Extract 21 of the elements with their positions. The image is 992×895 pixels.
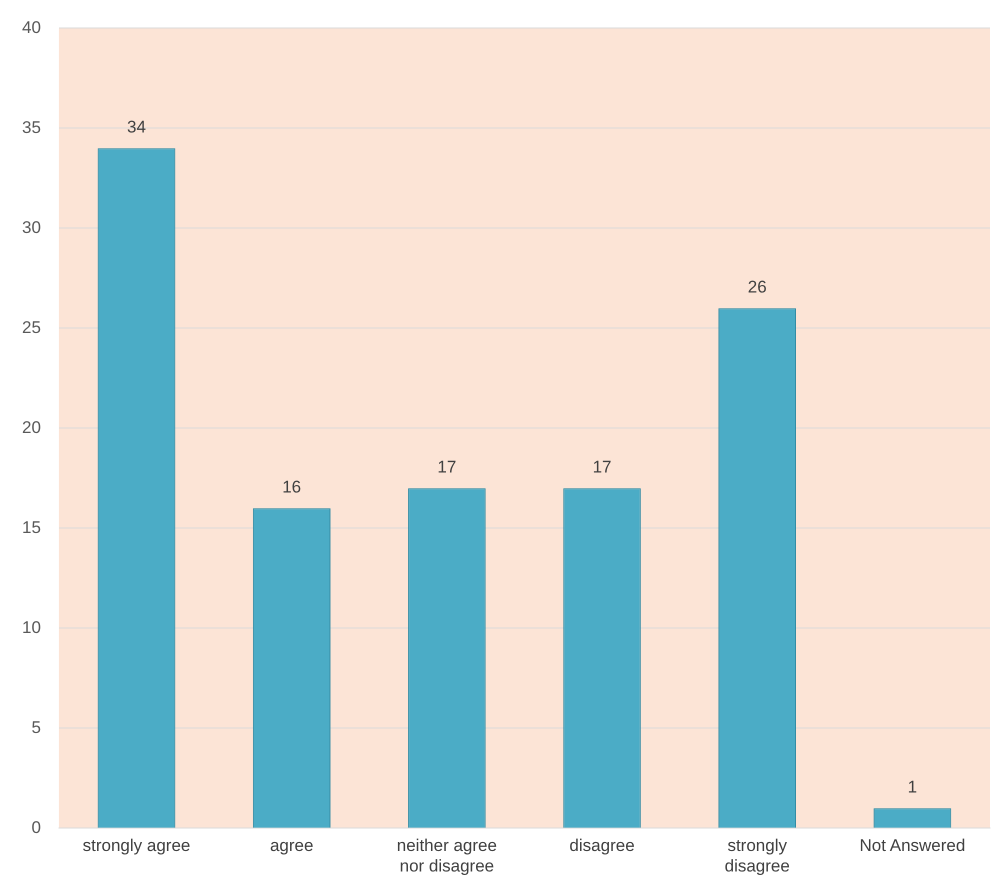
y-tick-label: 5: [31, 718, 41, 737]
y-tick-label: 40: [22, 18, 41, 37]
x-tick-label: strongly agree: [82, 836, 190, 856]
x-tick-label: disagree: [569, 836, 635, 856]
x-tick-label: neither agree nor disagree: [396, 836, 497, 876]
data-label: 1: [908, 777, 918, 796]
data-label: 16: [282, 477, 302, 496]
y-tick-label: 30: [22, 218, 41, 237]
data-label: 17: [437, 457, 456, 476]
x-tick-label: agree: [270, 836, 314, 856]
x-tick-label: strongly disagree: [724, 836, 790, 876]
x-tick-label: Not Answered: [859, 836, 966, 856]
y-tick-label: 15: [22, 518, 41, 537]
data-label: 34: [127, 117, 146, 136]
data-label: 26: [748, 277, 767, 296]
data-label: 17: [592, 457, 612, 476]
y-tick-label: 20: [22, 418, 41, 437]
y-tick-label: 25: [22, 318, 41, 337]
y-tick-label: 35: [22, 118, 41, 137]
y-tick-label: 0: [31, 818, 41, 837]
y-tick-label: 10: [22, 618, 41, 637]
